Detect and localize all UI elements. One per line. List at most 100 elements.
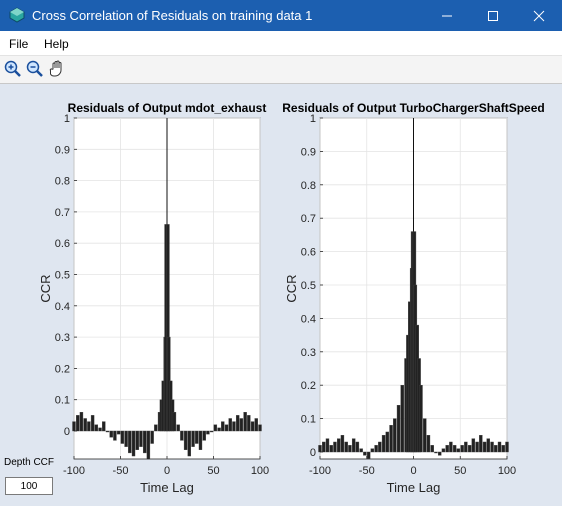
close-icon bbox=[533, 10, 545, 22]
ccf-bar bbox=[191, 430, 195, 447]
ccf-bar bbox=[322, 441, 326, 453]
ccf-bar bbox=[87, 421, 91, 432]
x-tick-label: 100 bbox=[498, 465, 516, 477]
ccf-bar bbox=[441, 448, 446, 453]
ccf-bar bbox=[83, 418, 87, 432]
ccf-bar bbox=[464, 441, 468, 453]
ccf-bar bbox=[370, 448, 375, 453]
ccf-bar bbox=[434, 451, 438, 454]
ccf-bar bbox=[239, 418, 244, 432]
maximize-icon bbox=[488, 11, 498, 21]
ccf-bar bbox=[124, 430, 128, 447]
ccf-bar bbox=[209, 430, 214, 433]
plot-area[interactable]: 0 0.1 0.2 0.3 0.4 0.5 0.6 0.7 0.8 0.9 1 -100 -50 0 50 1… bbox=[0, 84, 562, 506]
ccf-bar bbox=[497, 441, 502, 453]
ccf-bar bbox=[318, 445, 322, 453]
ccf-bar bbox=[183, 430, 188, 450]
y-tick-label: 0.7 bbox=[55, 207, 70, 219]
ccf-bar bbox=[139, 430, 143, 447]
ccf-bar bbox=[247, 415, 251, 432]
toolbar bbox=[0, 56, 562, 84]
ccf-bar bbox=[221, 421, 225, 432]
x-axis-label: Time Lag bbox=[387, 480, 441, 495]
ccf-bar bbox=[206, 430, 210, 435]
y-tick-label: 0.7 bbox=[301, 213, 316, 225]
ccf-bar bbox=[150, 430, 154, 444]
x-tick-label: 50 bbox=[454, 465, 466, 477]
ccf-bar bbox=[235, 415, 240, 432]
pan-button[interactable] bbox=[48, 59, 68, 79]
ccf-bar bbox=[486, 438, 490, 453]
chart-title: Residuals of Output TurboChargerShaftSpe… bbox=[282, 101, 544, 115]
y-tick-label: 0.3 bbox=[55, 332, 70, 344]
y-tick-label: 0.8 bbox=[301, 180, 316, 192]
chart-title: Residuals of Output mdot_exhaust bbox=[68, 101, 267, 115]
ccf-bar bbox=[180, 430, 184, 441]
zoom-in-button[interactable] bbox=[3, 59, 23, 79]
ccf-bar bbox=[154, 424, 158, 432]
ccf-bar bbox=[228, 418, 232, 432]
ccf-bar bbox=[400, 385, 404, 453]
ccf-bar bbox=[445, 445, 449, 453]
menu-file[interactable]: File bbox=[9, 37, 29, 51]
y-tick-label: 0.2 bbox=[55, 363, 70, 375]
y-tick-label: 0.5 bbox=[301, 280, 316, 292]
y-tick-label: 1 bbox=[310, 113, 316, 125]
ccf-bar bbox=[329, 445, 333, 453]
ccf-bar bbox=[348, 445, 352, 453]
close-button[interactable] bbox=[516, 0, 562, 31]
ccf-bar bbox=[419, 385, 423, 453]
ccf-bar bbox=[243, 412, 247, 432]
ccf-bar bbox=[460, 445, 464, 453]
maximize-button[interactable] bbox=[470, 0, 516, 31]
y-tick-label: 0.5 bbox=[55, 270, 70, 282]
x-tick-label: 0 bbox=[164, 465, 170, 477]
y-tick-label: 0.1 bbox=[55, 395, 70, 407]
menu-bar: File Help bbox=[0, 31, 562, 56]
ccf-bar bbox=[393, 418, 397, 453]
ccf-bar bbox=[490, 441, 494, 453]
chart-1: 0 0.1 0.2 0.3 0.4 0.5 0.6 0.7 0.8 0.9 1 -100 -50 0 50 1… bbox=[38, 101, 269, 495]
y-tick-label: 0.9 bbox=[301, 146, 316, 158]
zoom-out-button[interactable] bbox=[25, 59, 45, 79]
y-tick-label: 0.1 bbox=[301, 414, 316, 426]
x-tick-label: 0 bbox=[410, 465, 416, 477]
ccf-bar bbox=[131, 430, 136, 457]
depth-ccf-input[interactable] bbox=[5, 477, 53, 495]
y-tick-label: 0.8 bbox=[55, 176, 70, 188]
ccf-bar bbox=[120, 430, 125, 444]
y-tick-label: 0.6 bbox=[301, 247, 316, 259]
ccf-bar bbox=[187, 430, 192, 457]
ccf-bar bbox=[396, 405, 401, 453]
ccf-bar bbox=[102, 421, 106, 432]
y-tick-label: 0 bbox=[64, 426, 70, 438]
ccf-bar bbox=[505, 441, 509, 453]
x-tick-label: -50 bbox=[359, 465, 375, 477]
ccf-bar bbox=[217, 427, 221, 432]
ccf-bar bbox=[494, 445, 498, 453]
y-tick-label: 0.4 bbox=[55, 301, 70, 313]
zoom-out-icon bbox=[26, 60, 43, 77]
y-tick-label: 0.2 bbox=[301, 380, 316, 392]
y-axis-label: CCR bbox=[284, 274, 299, 302]
ccf-bar bbox=[355, 441, 360, 453]
ccf-bar bbox=[389, 425, 393, 453]
x-tick-label: 100 bbox=[251, 465, 269, 477]
ccf-bar bbox=[479, 435, 483, 453]
ccf-bar bbox=[213, 424, 218, 432]
ccf-bar bbox=[340, 435, 345, 453]
ccf-bar bbox=[475, 441, 479, 453]
x-tick-label: 50 bbox=[207, 465, 219, 477]
window-title: Cross Correlation of Residuals on traini… bbox=[32, 8, 313, 23]
ccf-bar bbox=[359, 448, 363, 453]
x-tick-label: -100 bbox=[309, 465, 331, 477]
ccf-bar bbox=[471, 438, 476, 453]
ccf-bar bbox=[146, 430, 151, 460]
ccf-bar bbox=[116, 430, 121, 435]
menu-help[interactable]: Help bbox=[44, 37, 69, 51]
ccf-bar bbox=[337, 438, 341, 453]
minimize-button[interactable] bbox=[424, 0, 470, 31]
ccf-bar bbox=[202, 430, 206, 441]
ccf-bar bbox=[426, 435, 431, 453]
ccf-bar bbox=[482, 441, 487, 453]
